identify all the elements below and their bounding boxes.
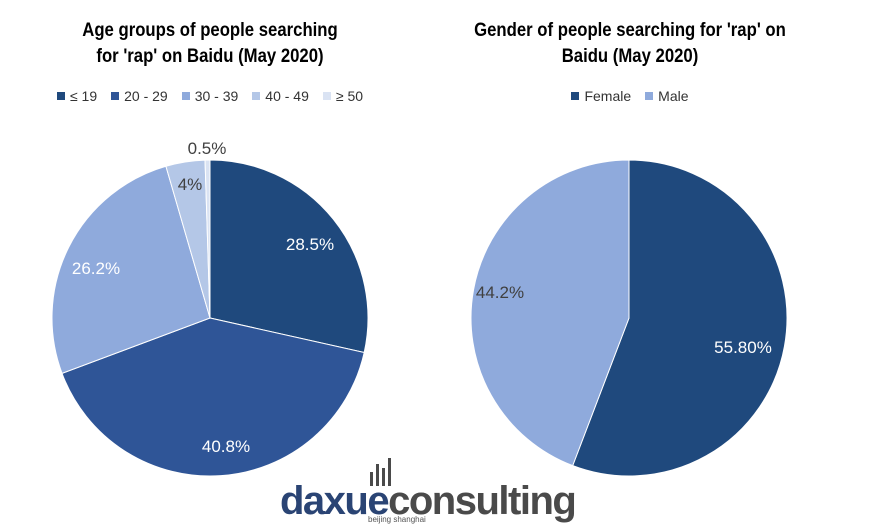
age-pie-slice (61, 317, 365, 477)
gender-pie-slice (470, 159, 630, 467)
age-legend-item: 20 - 29 (111, 88, 168, 104)
logo-subtitle: beijing shanghai (368, 515, 426, 524)
age-legend-swatch (252, 92, 261, 100)
age-legend-swatch (322, 92, 331, 100)
gender-legend-swatch (571, 92, 580, 100)
age-legend-swatch (111, 92, 120, 100)
gender-legend-label: Male (658, 88, 689, 104)
age-chart-title-line2: for 'rap' on Baidu (May 2020) (96, 46, 324, 67)
age-chart-title-line1: Age groups of people searching (82, 20, 338, 41)
age-pie-slice (51, 165, 211, 375)
age-legend-label: 30 - 39 (194, 88, 239, 104)
age-legend-label: ≤ 19 (69, 88, 98, 104)
age-legend-swatch (181, 92, 190, 100)
gender-chart-title-line2: Baidu (May 2020) (561, 46, 699, 67)
logo-wordmark-daxue: daxue (280, 479, 390, 523)
gender-chart-title-line1: Gender of people searching for 'rap' on (474, 20, 786, 41)
age-legend-item: 30 - 39 (181, 88, 239, 104)
age-legend-item: ≥ 50 (322, 88, 364, 104)
gender-chart-title: Gender of people searching for 'rap' on … (463, 18, 797, 70)
gender-legend-item: Male (645, 88, 689, 104)
age-slice-label: 0.5% (188, 139, 227, 158)
gender-slice-label: 44.2% (476, 283, 524, 302)
age-legend-item: ≤ 19 (56, 88, 98, 104)
gender-pie-slice (572, 159, 788, 477)
gender-slice-label: 55.80% (714, 338, 772, 357)
gender-chart-legend: Female Male (430, 88, 830, 104)
age-chart-title: Age groups of people searching for 'rap'… (43, 18, 377, 70)
age-legend-label: 20 - 29 (124, 88, 168, 104)
age-slice-label: 40.8% (202, 437, 250, 456)
age-slice-label: 26.2% (72, 259, 120, 278)
age-slice-label: 4% (178, 175, 203, 194)
age-legend-item: 40 - 49 (252, 88, 309, 104)
age-legend-label: 40 - 49 (265, 88, 309, 104)
logo-wordmark-consulting: consulting (388, 479, 577, 523)
bar-chart-logo-icon (370, 458, 391, 486)
logo-wordmark: daxueconsulting (280, 479, 577, 523)
age-legend-label: ≥ 50 (335, 88, 364, 104)
age-chart-legend: ≤ 19 20 - 29 30 - 39 40 - 49 ≥ 50 (20, 88, 400, 104)
age-slice-label: 28.5% (286, 235, 334, 254)
gender-legend-swatch (645, 92, 654, 100)
gender-legend-label: Female (584, 88, 632, 104)
age-pie-slice (204, 159, 211, 319)
daxue-consulting-logo: daxueconsulting beijing shanghai (280, 455, 580, 525)
age-pie-slice (209, 159, 369, 354)
age-legend-swatch (56, 92, 65, 100)
gender-legend-item: Female (571, 88, 631, 104)
